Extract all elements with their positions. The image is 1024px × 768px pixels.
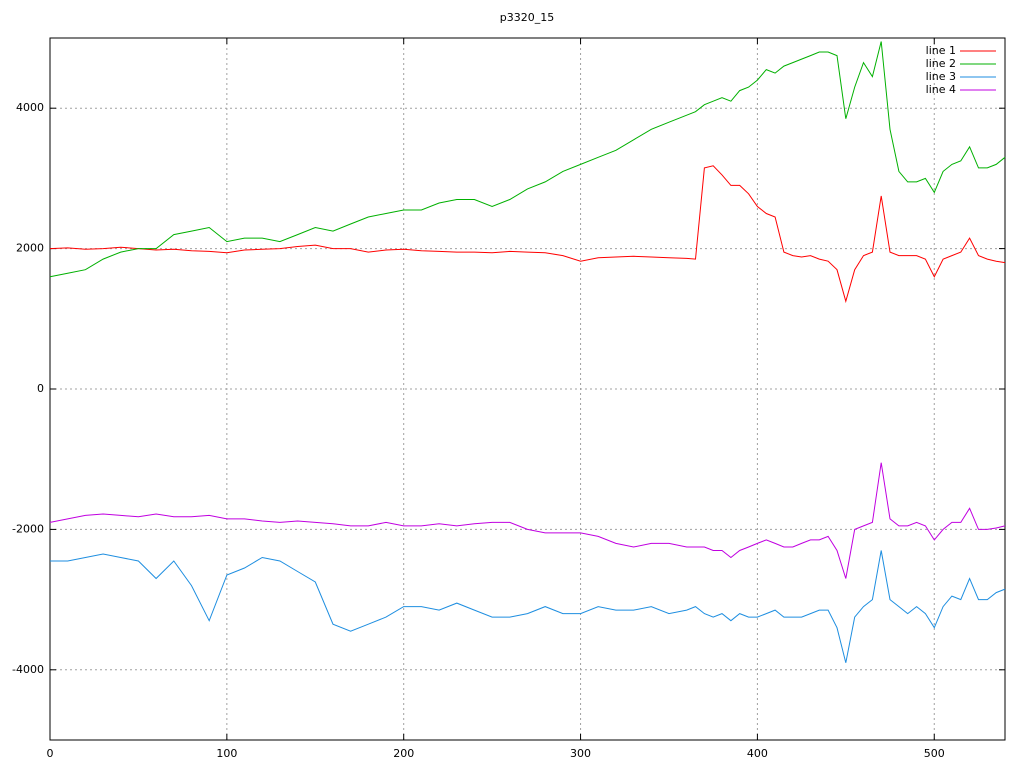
y-tick-label: 0 <box>37 382 44 395</box>
y-tick-label: 2000 <box>16 242 44 255</box>
x-tick-label: 500 <box>924 747 945 760</box>
chart-title: p3320_15 <box>500 11 554 24</box>
legend-label: line 4 <box>926 83 956 96</box>
legend-label: line 1 <box>926 44 956 57</box>
line-series <box>49 41 1006 278</box>
y-tick-label: 4000 <box>16 101 44 114</box>
x-tick-label: 300 <box>570 747 591 760</box>
y-tick-label: -2000 <box>12 522 44 535</box>
legend-label: line 3 <box>926 70 956 83</box>
x-tick-label: 400 <box>747 747 768 760</box>
line-series <box>49 462 1006 579</box>
line-series <box>49 165 1006 304</box>
line-series <box>50 550 1006 663</box>
legend-label: line 2 <box>926 57 956 70</box>
x-tick-label: 200 <box>393 747 414 760</box>
y-tick-label: -4000 <box>12 663 44 676</box>
plot-border <box>49 37 1006 741</box>
x-tick-label: 100 <box>216 747 237 760</box>
x-tick-label: 0 <box>47 747 54 760</box>
